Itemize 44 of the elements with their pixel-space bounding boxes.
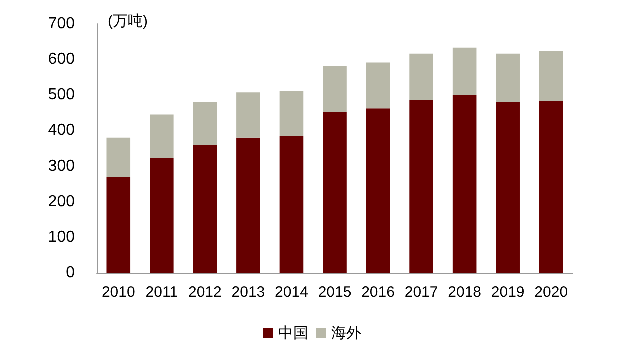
y-tick-label: 0: [66, 264, 76, 282]
bar: [539, 102, 564, 273]
x-tick-label: 2011: [146, 284, 178, 301]
x-tick-label: 2017: [404, 284, 438, 301]
x-tick-label: 2018: [448, 284, 482, 301]
legend-label: 海外: [332, 325, 362, 342]
bar: [106, 176, 131, 273]
bar: [193, 144, 218, 273]
x-tick-label: 2010: [102, 284, 136, 301]
bar: [106, 138, 131, 177]
x-tick-label: 2016: [362, 284, 395, 301]
bar: [323, 112, 347, 273]
bar: [323, 66, 347, 112]
bar: [496, 102, 520, 273]
y-tick-label: 100: [48, 228, 76, 246]
x-tick-label: 2012: [188, 284, 222, 301]
y-tick-label: 300: [48, 158, 76, 175]
y-axis-title: (万吨): [108, 13, 148, 30]
legend-label: 中国: [278, 325, 308, 342]
bar: [193, 102, 218, 145]
bar: [236, 138, 260, 273]
x-tick-label: 2013: [232, 284, 266, 301]
x-tick-label: 2020: [534, 284, 568, 301]
x-tick-label: 2014: [275, 284, 308, 301]
y-tick-label: 400: [48, 122, 76, 140]
bar: [280, 136, 304, 273]
bar: [410, 100, 434, 273]
bar: [539, 51, 564, 102]
bar: [280, 91, 304, 136]
bar: [452, 48, 477, 96]
y-tick-label: 700: [48, 16, 76, 32]
y-tick-label: 600: [48, 51, 76, 68]
bar: [366, 62, 390, 109]
bar: [410, 54, 434, 100]
x-tick-label: 2015: [318, 284, 352, 301]
bar: [366, 108, 390, 273]
y-tick-label: 500: [48, 86, 76, 104]
x-tick-label: 2019: [491, 284, 525, 301]
bar: [150, 114, 174, 158]
bar: [452, 95, 477, 273]
bar: [236, 92, 260, 138]
bar: [150, 158, 174, 273]
y-tick-label: 200: [48, 193, 76, 210]
bar: [496, 54, 520, 102]
